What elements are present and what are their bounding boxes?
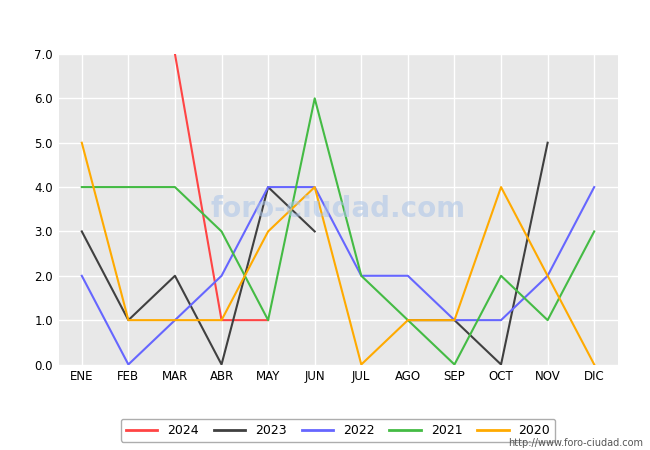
- Text: Matriculaciones de Vehiculos en Pastriz: Matriculaciones de Vehiculos en Pastriz: [174, 13, 476, 28]
- Text: foro-ciudad.com: foro-ciudad.com: [211, 195, 465, 223]
- Text: http://www.foro-ciudad.com: http://www.foro-ciudad.com: [508, 438, 644, 448]
- Legend: 2024, 2023, 2022, 2021, 2020: 2024, 2023, 2022, 2021, 2020: [121, 419, 555, 442]
